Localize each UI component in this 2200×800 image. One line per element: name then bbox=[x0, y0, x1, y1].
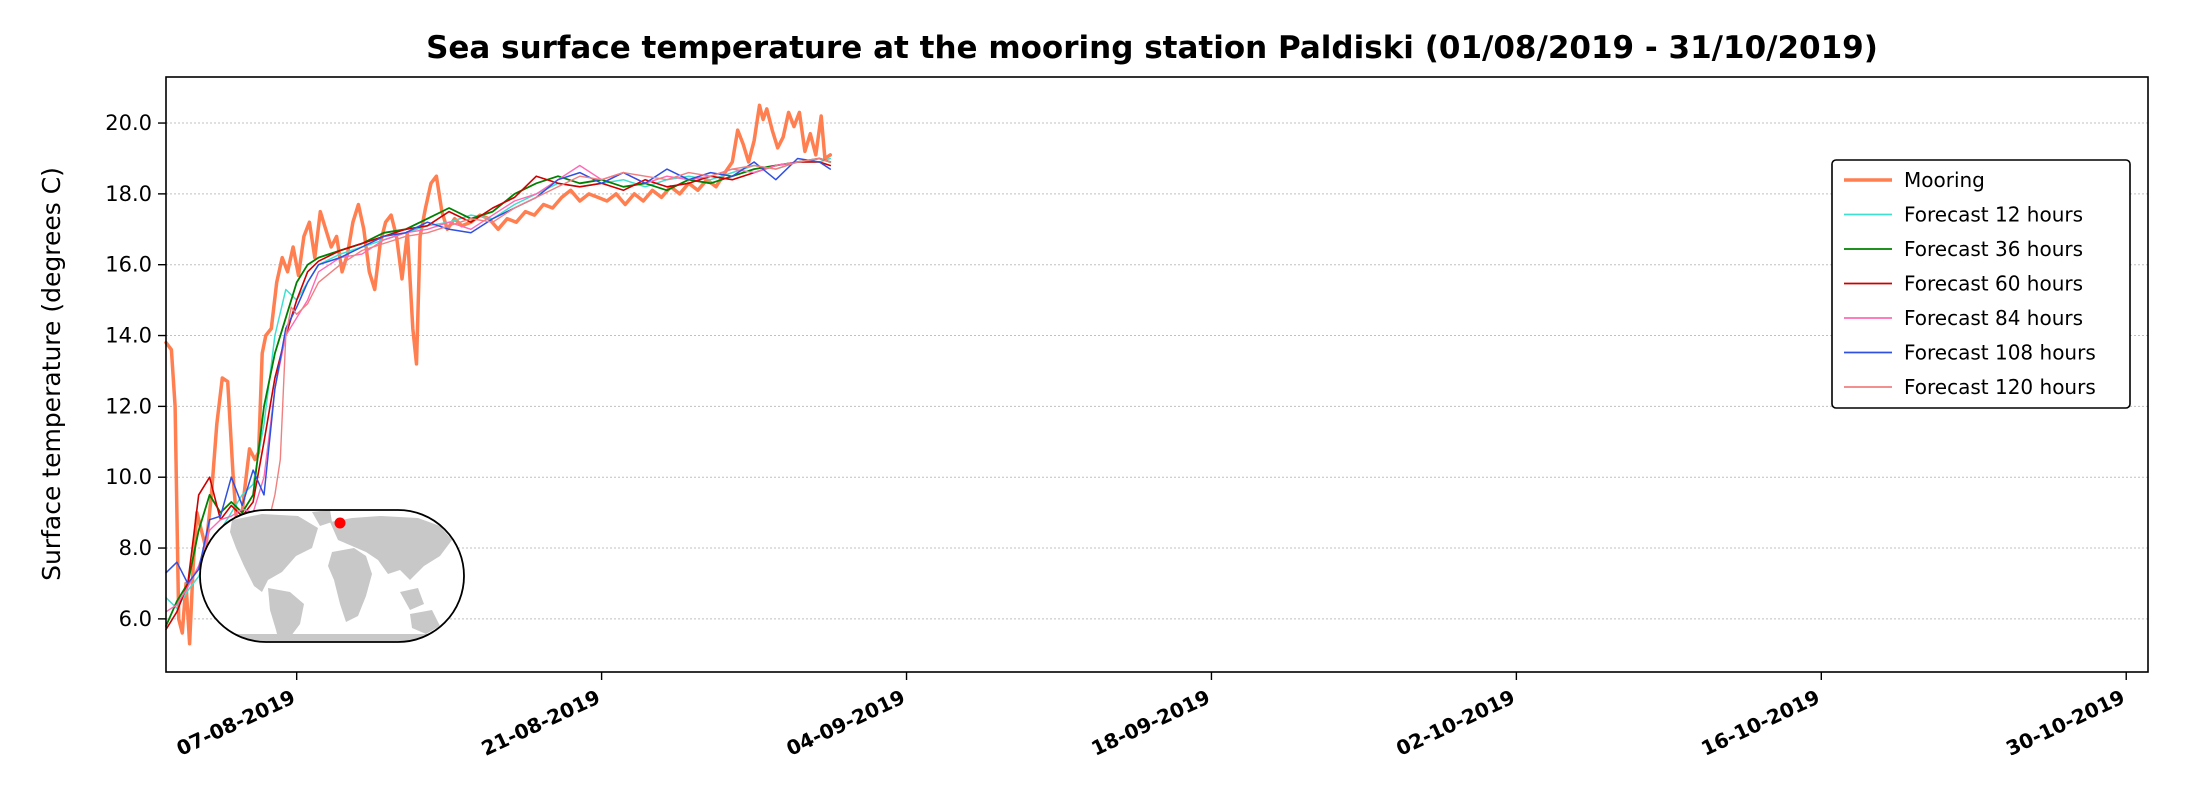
legend-label: Forecast 60 hours bbox=[1904, 272, 2083, 296]
x-tick-label: 21-08-2019 bbox=[478, 685, 604, 761]
greenland-shape bbox=[312, 510, 332, 526]
series-line-forecast-120-hours bbox=[230, 157, 831, 570]
y-axis: 6.0 8.0 10.0 12.0 14.0 16.0 18.0 20.0 bbox=[105, 111, 166, 631]
y-axis-label: Surface temperature (degrees C) bbox=[37, 167, 66, 581]
y-tick-label: 16.0 bbox=[105, 253, 152, 277]
legend-box bbox=[1831, 159, 2131, 409]
y-tick-label: 8.0 bbox=[119, 536, 152, 560]
legend-label: Forecast 84 hours bbox=[1904, 306, 2083, 330]
x-axis: 07-08-2019 21-08-2019 04-09-2019 18-09-2019… bbox=[173, 672, 2128, 761]
world-map-inset bbox=[199, 509, 465, 643]
indonesia-shape bbox=[400, 588, 424, 610]
x-tick-label: 07-08-2019 bbox=[173, 685, 299, 761]
plot-frame bbox=[165, 76, 2149, 673]
y-tick-label: 20.0 bbox=[105, 111, 152, 135]
africa-shape bbox=[328, 548, 372, 622]
legend-label: Mooring bbox=[1904, 168, 1985, 192]
y-tick-label: 14.0 bbox=[105, 324, 152, 348]
y-tick-label: 6.0 bbox=[119, 607, 152, 631]
australia-shape bbox=[410, 610, 440, 634]
north-america-shape bbox=[230, 514, 318, 592]
legend: Mooring Forecast 12 hours Forecast 36 hour… bbox=[1831, 159, 2131, 409]
x-tick-label: 04-09-2019 bbox=[783, 685, 909, 761]
y-tick-label: 12.0 bbox=[105, 394, 152, 418]
legend-label: Forecast 120 hours bbox=[1904, 375, 2096, 399]
antarctica-shape bbox=[200, 634, 464, 642]
map-landmasses bbox=[200, 510, 464, 642]
x-tick-label: 18-09-2019 bbox=[1087, 685, 1213, 761]
south-america-shape bbox=[268, 588, 304, 642]
series-line-mooring bbox=[164, 103, 833, 646]
legend-label: Forecast 36 hours bbox=[1904, 237, 2083, 261]
station-marker bbox=[334, 517, 346, 529]
x-tick-label: 30-10-2019 bbox=[2002, 685, 2128, 761]
map-border bbox=[199, 509, 465, 643]
x-tick-label: 02-10-2019 bbox=[1392, 685, 1518, 761]
series-layer bbox=[164, 103, 833, 646]
series-line-forecast-84-hours bbox=[165, 157, 831, 613]
y-tick-label: 10.0 bbox=[105, 465, 152, 489]
eurasia-shape bbox=[330, 516, 452, 580]
series-line-forecast-60-hours bbox=[165, 161, 832, 631]
series-line-forecast-36-hours bbox=[165, 157, 832, 627]
legend-label: Forecast 108 hours bbox=[1904, 341, 2096, 365]
legend-label: Forecast 12 hours bbox=[1904, 203, 2083, 227]
chart-title: Sea surface temperature at the mooring s… bbox=[426, 30, 1878, 66]
y-tick-label: 18.0 bbox=[105, 182, 152, 206]
x-tick-label: 16-10-2019 bbox=[1697, 685, 1823, 761]
